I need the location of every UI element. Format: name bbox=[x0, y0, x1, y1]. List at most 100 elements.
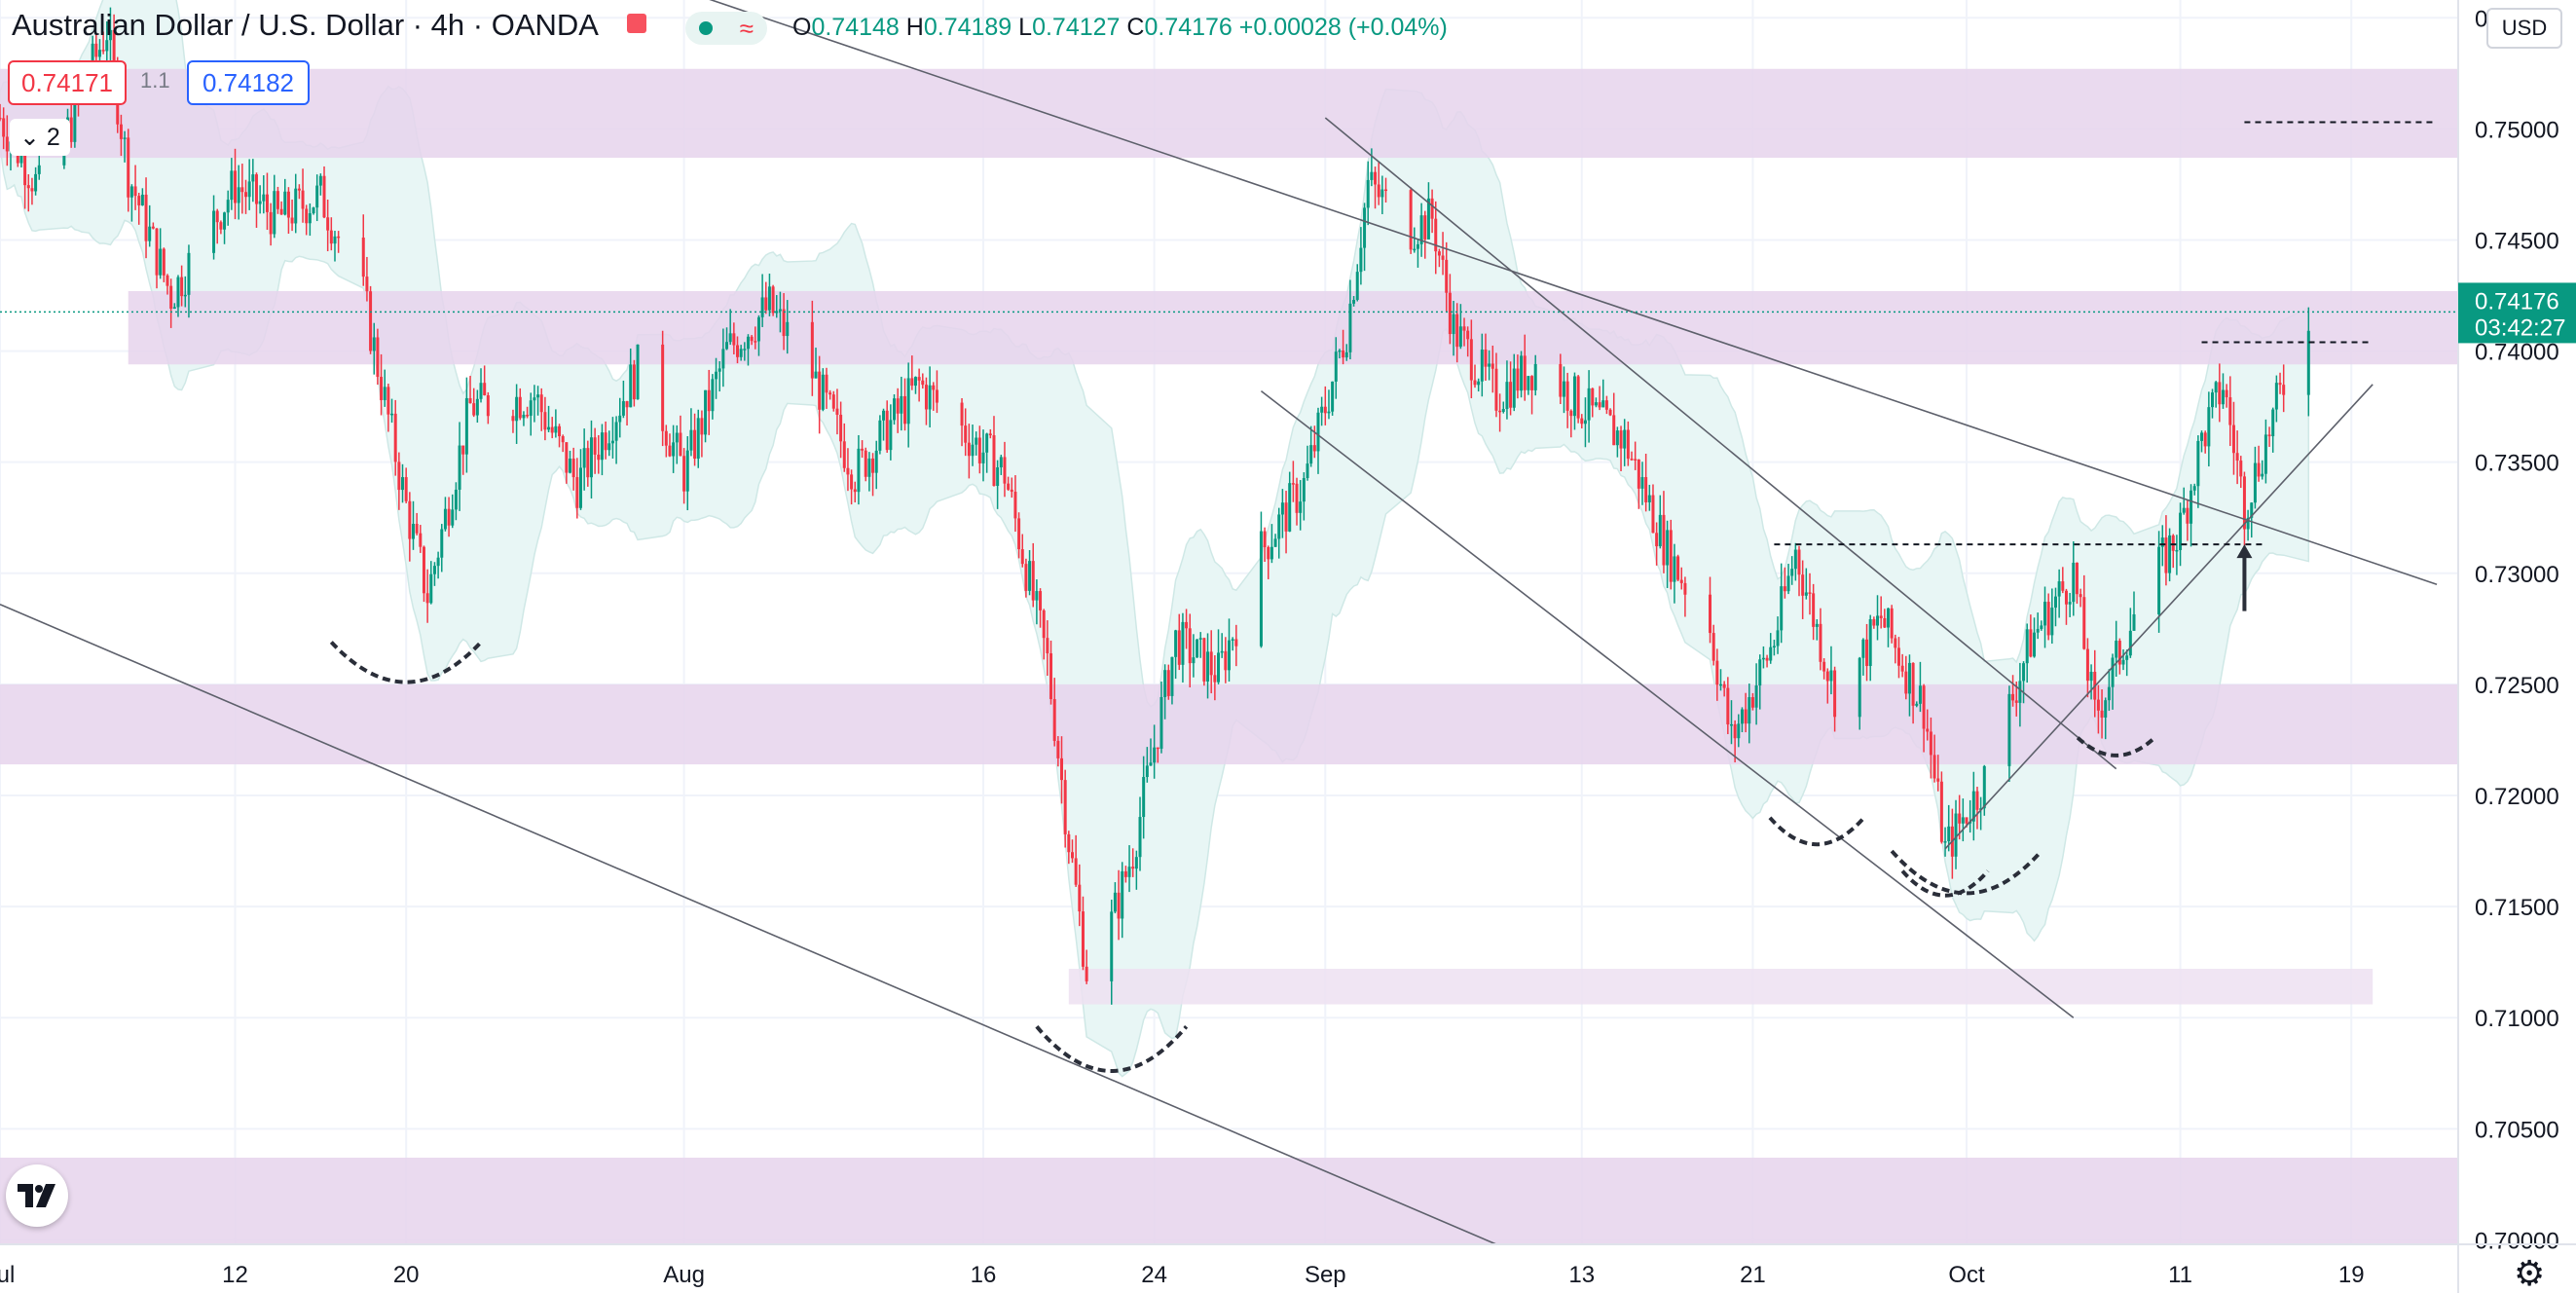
candle-body bbox=[1327, 411, 1331, 414]
candle-body bbox=[1220, 650, 1224, 653]
candle-body bbox=[1501, 409, 1505, 412]
candle-body bbox=[1737, 723, 1741, 739]
candle-body bbox=[2, 118, 6, 137]
candle-body bbox=[283, 191, 287, 215]
candle-body bbox=[240, 187, 244, 193]
candle-body bbox=[1217, 652, 1221, 683]
candle-body bbox=[1342, 350, 1345, 358]
candle-body bbox=[1498, 410, 1502, 413]
candle-body bbox=[1918, 685, 1922, 704]
change-value: +0.00028 (+0.04%) bbox=[1238, 14, 1448, 41]
candle-body bbox=[1138, 817, 1142, 858]
candle-body bbox=[1234, 639, 1238, 646]
tradingview-logo[interactable] bbox=[6, 1164, 68, 1227]
candle-body bbox=[767, 286, 771, 311]
candle-body bbox=[30, 188, 34, 192]
candle-body bbox=[1651, 495, 1655, 534]
candle-body bbox=[814, 371, 818, 379]
candle-body bbox=[853, 489, 857, 493]
candle-body bbox=[693, 429, 697, 460]
candle-body bbox=[1971, 791, 1975, 822]
market-closed-badge bbox=[627, 14, 646, 33]
candle-body bbox=[2200, 432, 2204, 441]
candle-body bbox=[1900, 665, 1904, 672]
candle-body bbox=[1121, 870, 1124, 919]
rounding-arc bbox=[1890, 849, 2043, 896]
candle-body bbox=[586, 448, 590, 478]
candle-body bbox=[1647, 495, 1651, 502]
candle-body bbox=[1052, 699, 1056, 741]
price-tick-label: 0.71000 bbox=[2475, 1006, 2559, 1032]
candle-body bbox=[2036, 628, 2040, 633]
candle-body bbox=[1085, 966, 1088, 981]
candle-body bbox=[129, 186, 133, 198]
candle-body bbox=[893, 398, 897, 421]
candle-body bbox=[2079, 594, 2082, 598]
time-tick-label: Aug bbox=[663, 1262, 705, 1288]
candle-body bbox=[166, 275, 169, 286]
candle-body bbox=[2125, 655, 2129, 660]
supply-demand-zone bbox=[1068, 969, 2374, 1005]
candle-body bbox=[689, 429, 693, 451]
candle-body bbox=[2271, 409, 2275, 437]
gear-icon[interactable]: ⚙ bbox=[2514, 1253, 2546, 1293]
candle-body bbox=[1587, 388, 1591, 421]
candle-body bbox=[372, 337, 376, 351]
time-tick-label: 24 bbox=[1141, 1262, 1167, 1288]
candle-body bbox=[429, 573, 433, 604]
candle-body bbox=[604, 432, 607, 451]
candle-body bbox=[871, 458, 875, 473]
price-tick-label: 0.72500 bbox=[2475, 673, 2559, 699]
candle-body bbox=[425, 593, 429, 604]
buy-price-button[interactable]: 0.74182 bbox=[187, 60, 310, 105]
candle-body bbox=[1263, 531, 1267, 548]
candle-body bbox=[2278, 383, 2282, 386]
candle-body bbox=[1804, 592, 1808, 596]
wave-icon: ≈ bbox=[739, 14, 754, 43]
time-tick-label: 11 bbox=[2168, 1262, 2192, 1288]
dot-icon bbox=[698, 21, 713, 35]
candle-body bbox=[831, 394, 835, 409]
candle-body bbox=[2253, 462, 2257, 503]
candle-body bbox=[1490, 363, 1494, 369]
candle-body bbox=[1637, 459, 1640, 489]
candle-body bbox=[1758, 659, 1762, 686]
candle-body bbox=[415, 524, 419, 534]
candle-body bbox=[1473, 380, 1477, 386]
candle-body bbox=[810, 321, 814, 379]
collapse-indicators-button[interactable]: ⌄ 2 bbox=[10, 119, 70, 156]
candle-body bbox=[775, 311, 779, 314]
time-axis[interactable]: Jul 12 20 Aug 16 24 Sep 13 21 Oct 11 19 bbox=[0, 1243, 2576, 1288]
indicator-toggle[interactable]: ≈ bbox=[685, 12, 767, 45]
symbol-title[interactable]: Australian Dollar / U.S. Dollar · 4h · O… bbox=[12, 8, 599, 42]
candle-body bbox=[258, 201, 262, 204]
candle-body bbox=[988, 433, 992, 436]
candle-body bbox=[1666, 530, 1670, 566]
candle-body bbox=[19, 153, 23, 164]
candle-body bbox=[629, 364, 633, 408]
price-axis[interactable]: 0.755000.750000.745000.740000.735000.730… bbox=[2457, 0, 2576, 1293]
supply-demand-zone bbox=[128, 290, 2458, 365]
candle-body bbox=[172, 307, 176, 310]
currency-select[interactable]: USD bbox=[2486, 8, 2562, 49]
candle-body bbox=[1626, 429, 1630, 460]
candle-body bbox=[2242, 476, 2246, 530]
candle-body bbox=[1655, 533, 1659, 547]
candle-body bbox=[2115, 641, 2118, 658]
candle-body bbox=[2040, 625, 2043, 629]
candle-body bbox=[148, 226, 152, 241]
candle-body bbox=[127, 137, 130, 198]
candle-body bbox=[760, 297, 764, 317]
candle-body bbox=[1437, 251, 1441, 256]
candle-body bbox=[1533, 363, 1537, 390]
candle-body bbox=[2263, 434, 2267, 474]
sell-price-button[interactable]: 0.74171 bbox=[8, 60, 127, 105]
candle-body bbox=[1576, 376, 1580, 419]
price-tick-label: 0.73500 bbox=[2475, 451, 2559, 477]
candle-body bbox=[1209, 651, 1213, 676]
candle-body bbox=[902, 395, 906, 425]
candle-body bbox=[1452, 314, 1455, 335]
candle-body bbox=[390, 413, 394, 416]
candle-body bbox=[422, 546, 425, 594]
